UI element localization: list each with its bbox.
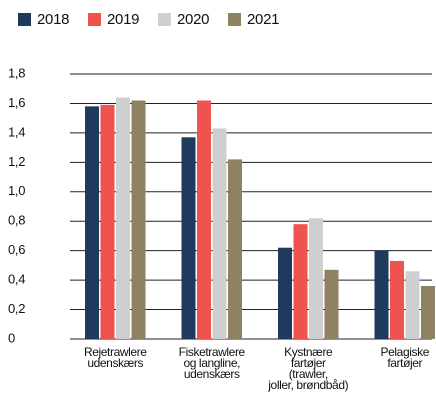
x-tick-label: Rejetrawlere udenskærs xyxy=(83,345,147,370)
bar xyxy=(293,224,308,339)
x-tick-label: Fisketrawlere og langline, udenskærs xyxy=(178,345,246,381)
y-tick-label: 0 xyxy=(8,330,15,345)
bar xyxy=(309,218,323,339)
legend-swatch xyxy=(228,13,241,26)
x-tick-label: Kystnære fartøjer (trawler, joller, brøn… xyxy=(268,345,349,392)
x-tick-label: Pelagiske fartøjer xyxy=(380,345,430,370)
y-tick-label: 0,8 xyxy=(8,213,25,228)
bar xyxy=(181,137,196,339)
legend-swatch xyxy=(88,13,101,26)
bar xyxy=(131,100,146,339)
legend-label: 2020 xyxy=(177,11,209,28)
bar xyxy=(374,250,389,339)
y-tick-label: 1,2 xyxy=(8,154,25,169)
y-tick-label: 1,8 xyxy=(8,65,25,80)
y-tick-label: 1,0 xyxy=(8,183,25,198)
bar xyxy=(324,269,339,339)
y-tick-label: 0,6 xyxy=(8,242,25,257)
bar xyxy=(405,271,420,339)
y-tick-label: 1,6 xyxy=(8,95,25,110)
legend-label: 2021 xyxy=(247,11,279,28)
y-tick-label: 0,2 xyxy=(8,301,25,316)
y-tick-label: 1,4 xyxy=(8,124,25,139)
bar xyxy=(100,104,115,340)
legend-label: 2018 xyxy=(37,11,69,28)
legend-swatch xyxy=(18,13,31,26)
bar xyxy=(197,100,211,339)
legend-label: 2019 xyxy=(107,11,139,28)
bar xyxy=(85,106,99,339)
bar xyxy=(390,260,404,339)
legend-swatch xyxy=(158,13,171,26)
bar xyxy=(116,97,130,339)
bar xyxy=(278,247,292,339)
y-tick-label: 0,4 xyxy=(8,272,25,287)
bar xyxy=(228,159,242,339)
bar xyxy=(421,286,435,339)
bar xyxy=(212,128,227,339)
